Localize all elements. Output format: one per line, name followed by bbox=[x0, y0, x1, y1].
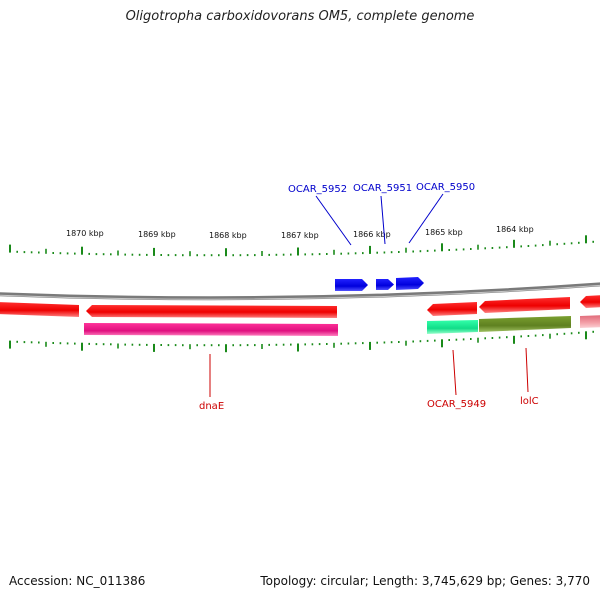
cog-bar-lolc bbox=[479, 316, 571, 332]
gene-label-dnae[interactable]: dnaE bbox=[199, 401, 224, 412]
ruler-label-1869: 1869 kbp bbox=[138, 230, 176, 239]
cog-bar-ocar-5949 bbox=[427, 320, 478, 334]
gene-ocar-5950-forward-arrow[interactable] bbox=[396, 277, 424, 290]
gene-left-reverse-arrow[interactable] bbox=[0, 302, 79, 317]
leader-lolc bbox=[525, 347, 529, 393]
gene-label-ocar-5950[interactable]: OCAR_5950 bbox=[416, 182, 475, 193]
ruler-label-1864: 1864 kbp bbox=[496, 225, 534, 234]
ruler-label-1870: 1870 kbp bbox=[66, 229, 104, 238]
ruler-label-1868: 1868 kbp bbox=[209, 231, 247, 240]
outer-ruler-ticks bbox=[9, 235, 595, 257]
inner-ruler-ticks bbox=[9, 330, 595, 353]
gene-ocar-5952-forward-arrow[interactable] bbox=[335, 279, 368, 291]
gene-ocar-5951-forward-arrow[interactable] bbox=[376, 279, 394, 290]
accession-text: Accession: NC_011386 bbox=[9, 574, 146, 588]
cog-bar-right bbox=[580, 315, 600, 328]
cog-bar-dnae bbox=[84, 323, 338, 336]
leader-ocar-5950 bbox=[408, 193, 444, 244]
ruler-label-1865: 1865 kbp bbox=[425, 228, 463, 237]
gene-label-ocar-5949[interactable]: OCAR_5949 bbox=[427, 399, 486, 410]
leader-ocar-5952 bbox=[315, 195, 352, 246]
topology-summary-text: Topology: circular; Length: 3,745,629 bp… bbox=[260, 574, 590, 588]
gene-label-ocar-5952[interactable]: OCAR_5952 bbox=[288, 184, 347, 195]
gene-dnae-reverse-arrow[interactable] bbox=[86, 305, 337, 318]
gene-lolc-reverse-arrow[interactable] bbox=[479, 297, 570, 313]
gene-right-reverse-arrow[interactable] bbox=[580, 295, 600, 308]
gene-label-ocar-5951[interactable]: OCAR_5951 bbox=[353, 183, 412, 194]
ruler-label-1867: 1867 kbp bbox=[281, 231, 319, 240]
gene-ocar-5949-reverse-arrow[interactable] bbox=[427, 302, 477, 316]
gene-label-lolc[interactable]: lolC bbox=[520, 396, 539, 407]
leader-ocar-5951 bbox=[380, 195, 386, 245]
genome-backbone bbox=[0, 282, 600, 301]
page-title: Oligotropha carboxidovorans OM5, complet… bbox=[125, 9, 475, 24]
leader-ocar-5949 bbox=[452, 349, 457, 396]
ruler-label-1866: 1866 kbp bbox=[353, 230, 391, 239]
